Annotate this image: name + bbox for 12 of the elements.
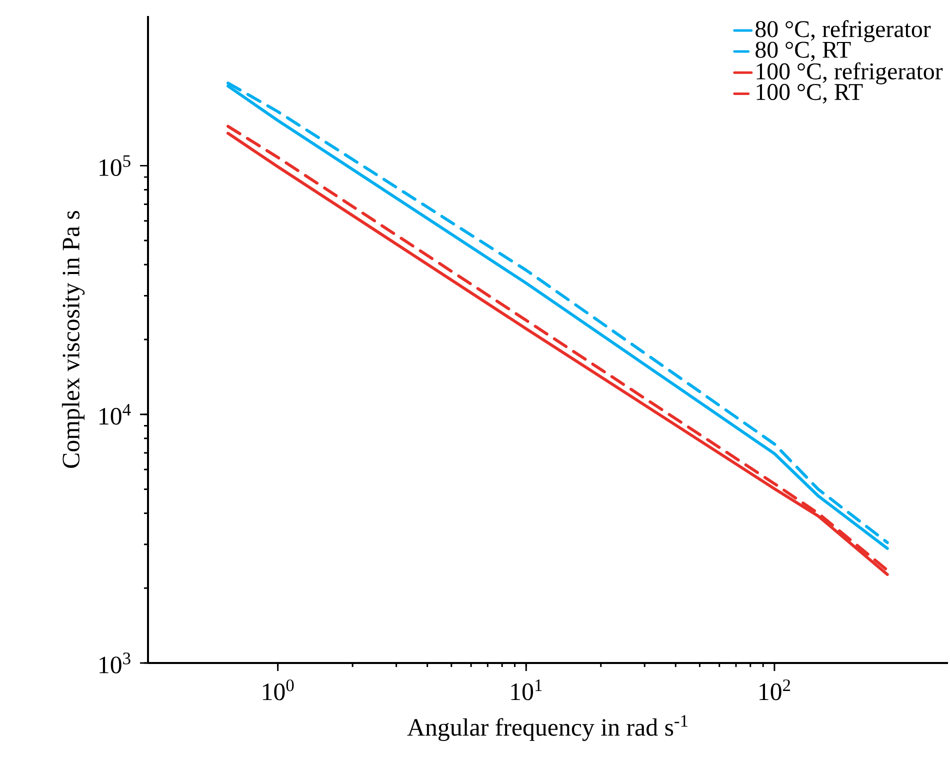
- x-tick-label: 10$^{1}$: [511, 679, 542, 700]
- y-tick-label: 10$^{4}$: [100, 404, 131, 425]
- legend-label: 80 °C, RT: [756, 42, 851, 62]
- y-tick-label: 10$^{3}$: [100, 652, 130, 674]
- y-tick-label: 10$^{5}$: [100, 155, 130, 176]
- legend-label: 80 °C, refrigerator: [756, 20, 931, 42]
- x-tick-label: 10$^{0}$: [262, 679, 294, 700]
- x-axis-title: Angular frequency in rad s$^{-1}$: [407, 715, 688, 741]
- legend-label: 100 °C, RT: [756, 84, 863, 104]
- y-axis-title: Complex viscosity in Pa s: [62, 210, 85, 468]
- legend-label: 100 °C, refrigerator: [756, 62, 943, 84]
- x-tick-label: 10$^{2}$: [760, 679, 790, 700]
